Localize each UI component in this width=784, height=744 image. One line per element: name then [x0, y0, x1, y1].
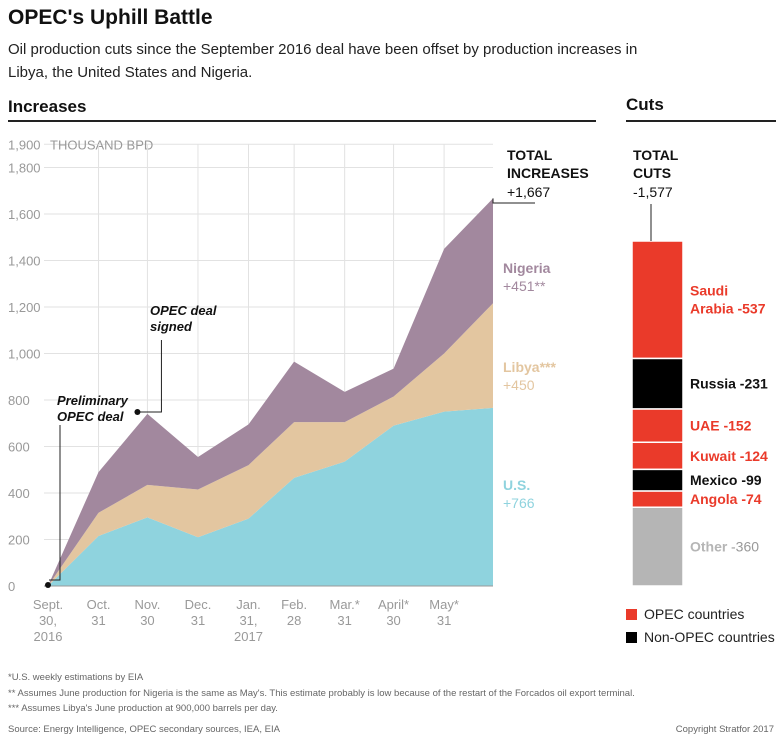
- x-tick-label: Mar.*: [329, 597, 359, 612]
- footnotes: *U.S. weekly estimations by EIA ** Assum…: [8, 670, 635, 717]
- cut-label: Other: [690, 539, 728, 555]
- cut-label: Mexico -99: [690, 472, 762, 488]
- cut-value-label: -360: [731, 539, 759, 555]
- total-increases-label: TOTAL: [507, 147, 553, 163]
- x-tick-label: Jan.: [236, 597, 261, 612]
- footnote-1: *U.S. weekly estimations by EIA: [8, 672, 144, 683]
- x-tick-label: 28: [287, 613, 301, 628]
- cut-label: Saudi: [690, 283, 728, 299]
- cuts-rule: [626, 120, 776, 122]
- footnote-2: ** Assumes June production for Nigeria i…: [8, 687, 635, 699]
- area-libya: [48, 303, 493, 586]
- y-tick-label: 600: [8, 440, 30, 455]
- x-tick-label: Sept.: [33, 597, 63, 612]
- legend-nonopec: Non-OPEC countries: [626, 629, 775, 645]
- legend-opec-swatch: [626, 608, 637, 620]
- x-tick-label: 30,: [39, 613, 57, 628]
- x-tick-label: Feb.: [281, 597, 307, 612]
- cut-bar-segment: [631, 441, 684, 471]
- series-label: Libya***: [503, 359, 556, 375]
- cut-bar-segment: [631, 240, 684, 360]
- legend-opec-label: OPEC countries: [644, 606, 745, 622]
- area-us: [48, 407, 493, 586]
- cut-label: Angola -74: [690, 491, 762, 507]
- copyright-note: Copyright Stratfor 2017: [675, 724, 774, 735]
- x-tick-label: 2017: [234, 629, 263, 644]
- annotation-text: OPEC deal: [57, 409, 124, 424]
- x-tick-label: 31,: [239, 613, 257, 628]
- total-increases-value: +1,667: [507, 184, 550, 200]
- annotation-marker: [45, 582, 51, 588]
- cut-label: UAE -152: [690, 418, 752, 434]
- chart-title: OPEC's Uphill Battle: [8, 6, 213, 29]
- annotation-marker: [134, 408, 141, 415]
- x-tick-label: 31: [337, 613, 351, 628]
- total-increases-leader: [492, 198, 535, 204]
- y-tick-label: 1,000: [8, 347, 41, 362]
- legend-nonopec-label: Non-OPEC countries: [644, 629, 775, 645]
- increases-rule: [8, 120, 596, 122]
- legend-opec: OPEC countries: [626, 606, 744, 622]
- y-tick-label: 0: [8, 579, 15, 594]
- footnote-3: *** Assumes Libya's June production at 9…: [8, 703, 278, 714]
- y-tick-label: 1,600: [8, 207, 41, 222]
- series-value-label: +450: [503, 377, 535, 393]
- source-note: Source: Energy Intelligence, OPEC second…: [8, 724, 280, 735]
- x-tick-label: 2016: [34, 629, 63, 644]
- y-tick-label: 1,900: [8, 137, 41, 152]
- y-axis-unit: THOUSAND BPD: [50, 137, 153, 152]
- series-label: Nigeria: [503, 260, 551, 276]
- cut-bar-segment: [631, 408, 684, 444]
- cut-bar-segment: [631, 468, 684, 492]
- total-cuts-value: -1,577: [633, 184, 673, 200]
- series-label: U.S.: [503, 477, 530, 493]
- chart-subtitle: Oil production cuts since the September …: [8, 41, 638, 81]
- cut-bar-segment: [631, 357, 684, 410]
- y-tick-label: 400: [8, 486, 30, 501]
- x-tick-label: Nov.: [135, 597, 161, 612]
- cut-label: Kuwait -124: [690, 448, 768, 464]
- cut-label: Arabia -537: [690, 301, 766, 317]
- x-tick-label: 31: [91, 613, 105, 628]
- total-cuts-label: TOTAL: [633, 147, 679, 163]
- series-value-label: +766: [503, 495, 535, 511]
- x-tick-label: Oct.: [87, 597, 111, 612]
- x-tick-label: Dec.: [185, 597, 212, 612]
- x-tick-label: May*: [429, 597, 459, 612]
- total-increases-label: INCREASES: [507, 165, 589, 181]
- annotation-text: Preliminary: [57, 393, 129, 408]
- annotation-leader: [49, 425, 61, 581]
- x-tick-label: 30: [140, 613, 154, 628]
- x-tick-label: 31: [437, 613, 451, 628]
- total-cuts-label: CUTS: [633, 165, 671, 181]
- y-tick-label: 1,800: [8, 161, 41, 176]
- y-tick-label: 1,200: [8, 300, 41, 315]
- y-tick-label: 800: [8, 393, 30, 408]
- legend-nonopec-swatch: [626, 631, 637, 643]
- series-value-label: +451**: [503, 278, 546, 294]
- cuts-heading: Cuts: [626, 95, 664, 114]
- x-tick-label: 30: [386, 613, 400, 628]
- increases-heading: Increases: [8, 97, 87, 116]
- cut-label: Russia -231: [690, 376, 768, 392]
- annotation-leader: [137, 340, 162, 413]
- y-tick-label: 1,400: [8, 254, 41, 269]
- annotation-text: signed: [150, 319, 193, 334]
- cut-bar-segment: [631, 490, 684, 508]
- x-tick-label: 31: [191, 613, 205, 628]
- cut-bar-segment: [631, 506, 684, 587]
- x-tick-label: April*: [378, 597, 409, 612]
- annotation-text: OPEC deal: [150, 303, 217, 318]
- y-tick-label: 200: [8, 533, 30, 548]
